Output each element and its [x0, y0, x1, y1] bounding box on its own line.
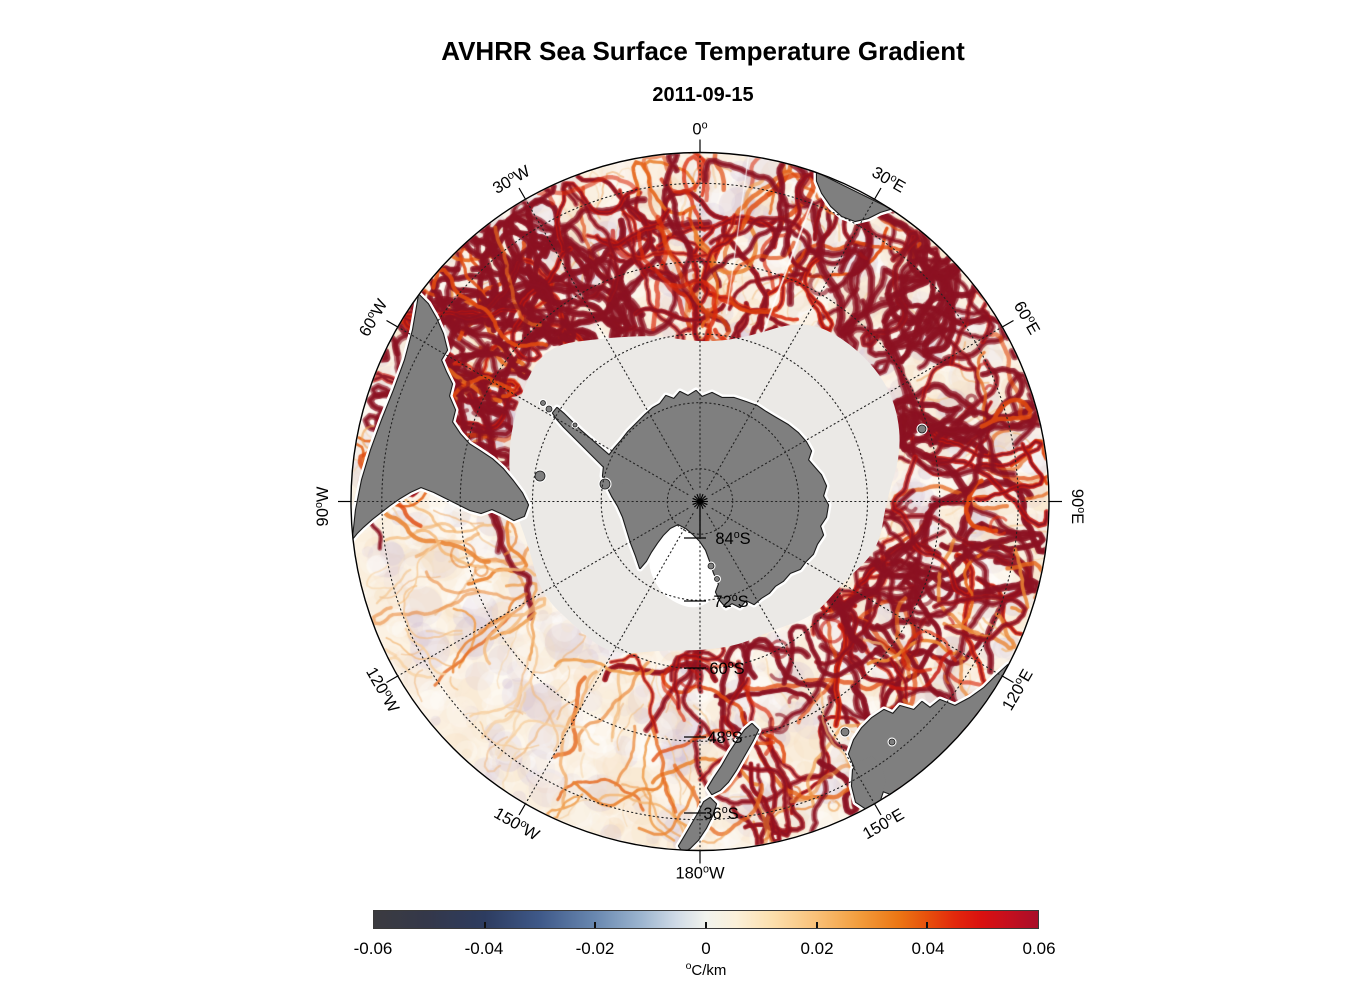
longitude-label: 60oW: [355, 295, 392, 339]
latitude-label: 84oS: [715, 529, 750, 548]
longitude-label: 90oW: [313, 486, 332, 526]
colorbar-tick: [705, 922, 707, 928]
longitude-gridline: [711, 507, 1003, 677]
longitude-label: 0o: [692, 120, 707, 139]
longitude-tick: [386, 675, 399, 684]
longitude-tick: [518, 187, 527, 200]
latitude-label: 48oS: [707, 728, 742, 747]
longitude-gridline: [524, 513, 694, 805]
new-zealand-south-island: [708, 724, 758, 794]
antarctica-landmass: [603, 391, 828, 607]
small-island: [917, 424, 927, 434]
small-island: [840, 727, 850, 737]
longitude-gridline: [711, 326, 1003, 496]
colorbar-tick-label: -0.02: [575, 939, 615, 958]
colorbar-tick-label: 0.02: [800, 939, 834, 958]
latitude-label: 36oS: [703, 804, 738, 823]
tasmania-island: [852, 756, 886, 810]
small-island: [707, 562, 715, 570]
longitude-label: 30oE: [869, 163, 909, 197]
longitude-gridline: [397, 507, 689, 677]
colorbar-tick: [926, 922, 929, 928]
latitude-label: 60oS: [709, 659, 744, 678]
latitude-label: 72oS: [713, 592, 748, 611]
longitude-gridline: [524, 198, 694, 490]
south-pole-marker: [692, 493, 708, 510]
small-island: [714, 576, 720, 582]
africa-landmass: [817, 173, 890, 221]
colorbar-tick: [483, 922, 486, 928]
small-island: [572, 422, 578, 428]
colorbar-tick-label: 0.04: [911, 939, 945, 958]
longitude-tick: [1001, 675, 1014, 684]
small-island: [888, 738, 896, 746]
colorbar-tick: [594, 922, 597, 928]
longitude-label: 60oE: [1010, 298, 1044, 338]
longitude-tick: [873, 803, 882, 816]
longitude-gridline: [706, 198, 876, 490]
longitude-tick: [1001, 319, 1014, 328]
longitude-label: 120oW: [362, 664, 403, 716]
south-america-landmass: [353, 295, 528, 538]
longitude-tick: [873, 187, 882, 200]
small-island: [534, 470, 546, 482]
small-island: [540, 400, 546, 406]
longitude-label: 90oE: [1068, 489, 1087, 524]
longitude-gridline: [706, 513, 876, 805]
colorbar-tick-label: -0.04: [464, 939, 504, 958]
small-island: [599, 478, 611, 490]
colorbar: [373, 910, 1039, 929]
longitude-label: 180oW: [675, 864, 725, 883]
longitude-gridline: [397, 326, 689, 496]
small-island: [545, 405, 553, 413]
longitude-label: 150oE: [859, 805, 907, 844]
new-zealand-north-island: [679, 798, 716, 850]
longitude-tick: [386, 319, 399, 328]
australia-landmass: [849, 665, 1008, 796]
colorbar-unit-label: oC/km: [685, 960, 727, 979]
longitude-tick: [518, 803, 527, 816]
longitude-label: 30oW: [489, 161, 533, 198]
colorbar-tick-label: 0.06: [1022, 939, 1056, 958]
colorbar-tick-label: 0: [701, 939, 711, 958]
map-clip-group: [351, 169, 1012, 850]
colorbar-tick-label: -0.06: [353, 939, 393, 958]
graticule: [350, 151, 1050, 852]
antarctic-peninsula: [553, 408, 628, 485]
colorbar-tick: [815, 922, 818, 928]
